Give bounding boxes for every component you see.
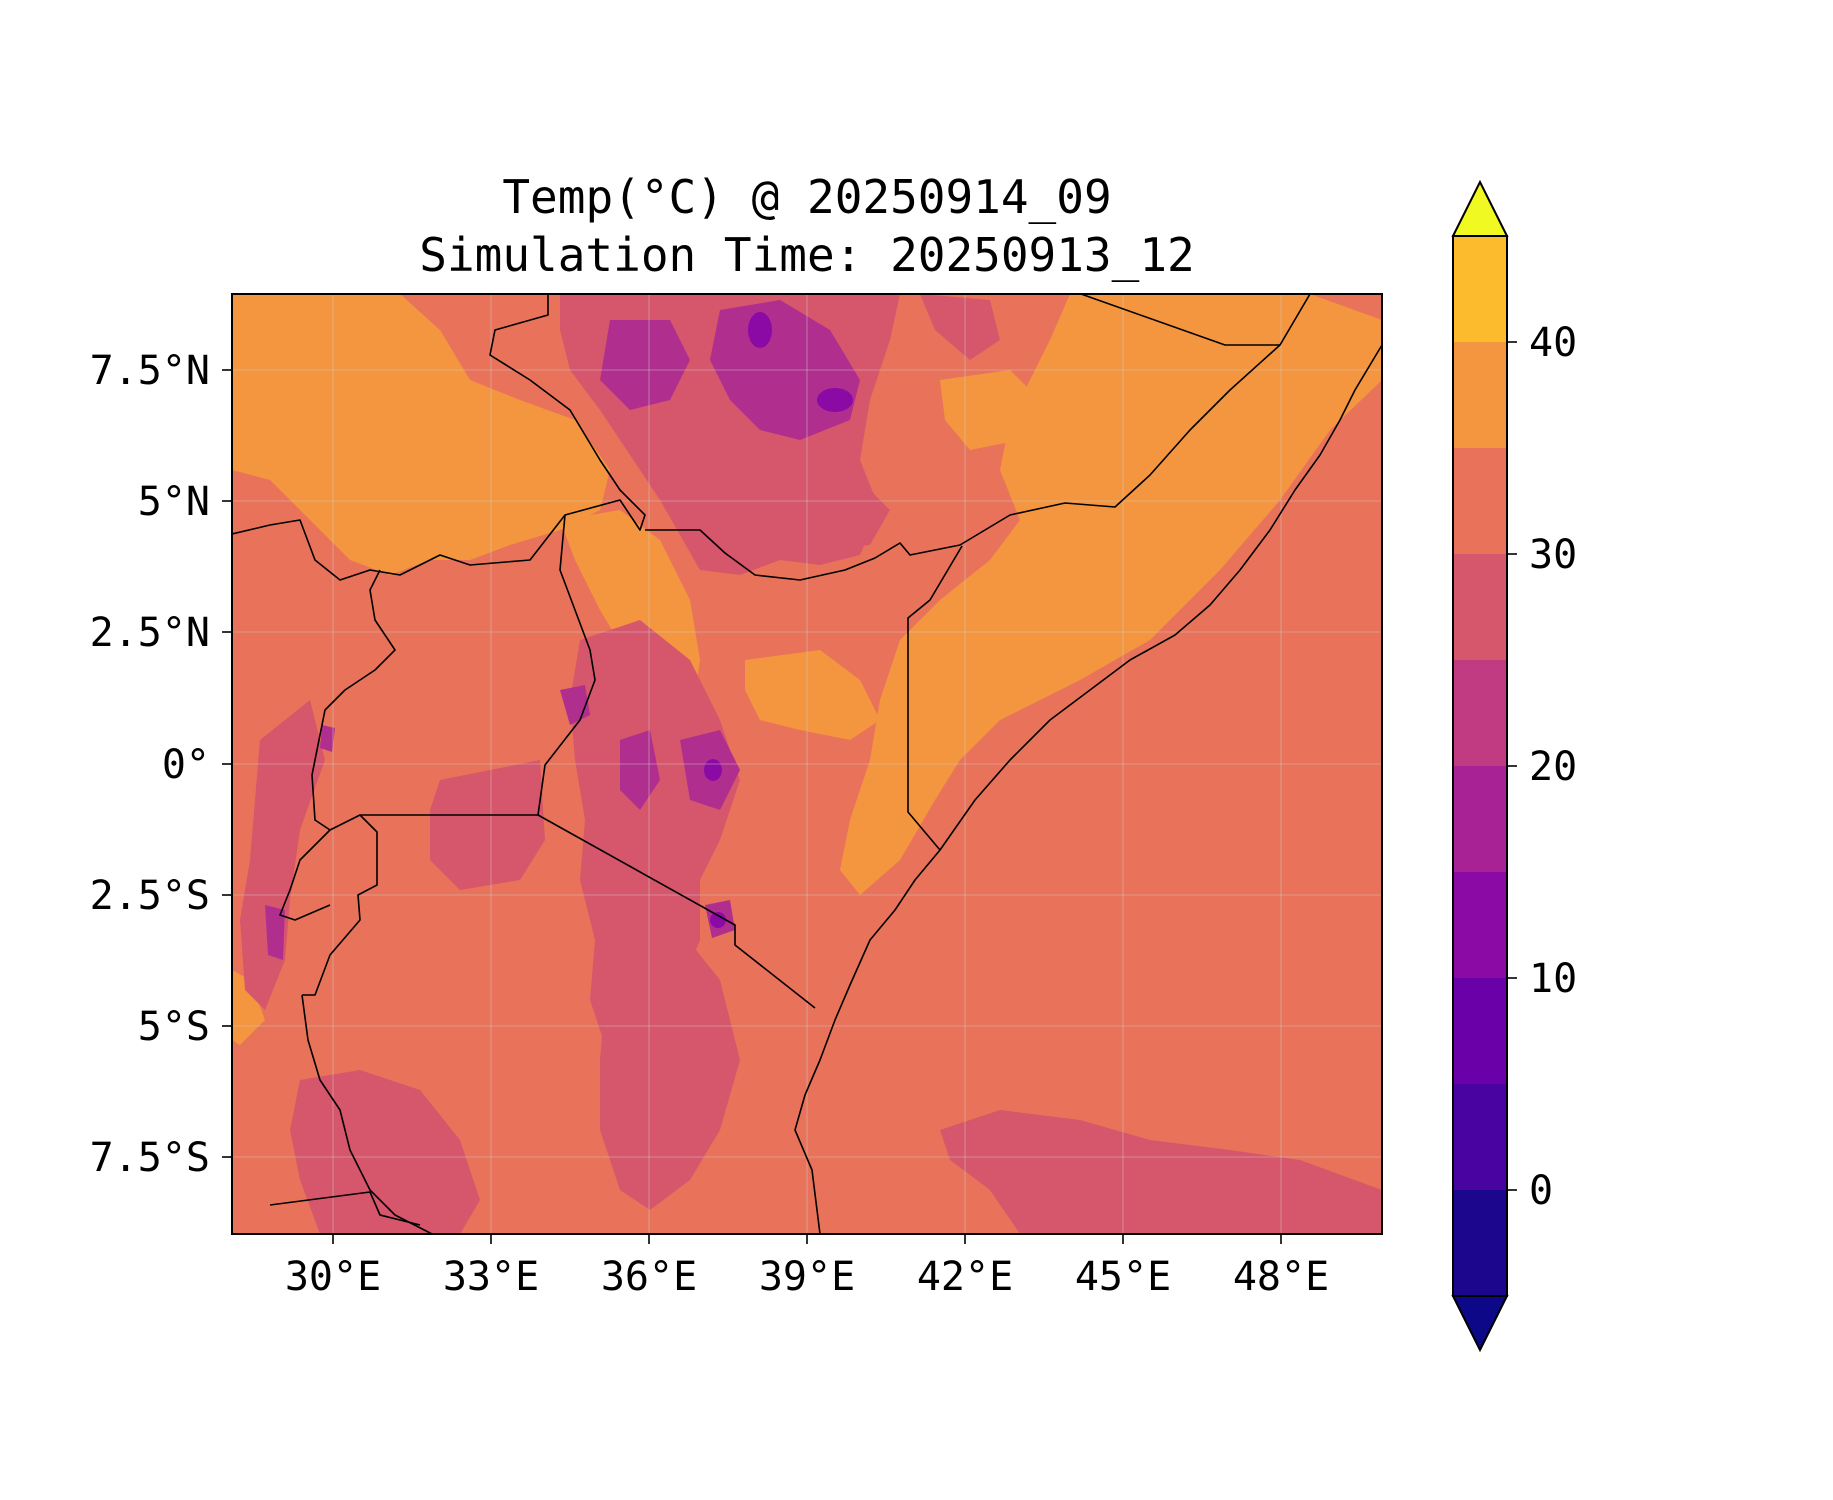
kenya-east-warm-patch — [745, 650, 880, 740]
zambia-border — [269, 1191, 421, 1226]
colorbar-tick-label: 10 — [1529, 956, 1577, 1002]
gridlines — [232, 294, 1382, 1234]
lon-tick-label: 48°E — [1233, 1254, 1329, 1300]
colorbar-extend-high — [1451, 179, 1509, 237]
tanzania-highland-strip — [600, 930, 740, 1210]
colorbar-segment — [1453, 236, 1507, 342]
mt-kenya-cold-core — [704, 759, 722, 781]
lon-tick-labels: 30°E 33°E 36°E 39°E 42°E 45°E 48°E — [285, 1254, 1329, 1300]
colorbar-tick-label: 20 — [1529, 744, 1577, 790]
sudan-warm-plain — [232, 294, 610, 575]
colorbar-ticks: 0 10 20 30 40 — [1507, 320, 1577, 1214]
lon-tick-label: 33°E — [443, 1254, 539, 1300]
lat-tick-label: 2.5°S — [90, 873, 210, 919]
lat-tick-label: 0° — [162, 742, 210, 788]
colorbar-segment — [1453, 1084, 1507, 1190]
bale-mountains-cold — [817, 388, 853, 412]
lon-tick-label: 39°E — [759, 1254, 855, 1300]
lon-tick-label: 45°E — [1075, 1254, 1171, 1300]
lon-tick-label: 42°E — [917, 1254, 1013, 1300]
lat-tick-label: 7.5°S — [90, 1135, 210, 1181]
lon-tick-label: 36°E — [601, 1254, 697, 1300]
colorbar-segment — [1453, 342, 1507, 448]
colorbar-tick-label: 30 — [1529, 532, 1577, 578]
albertine-rift — [240, 700, 325, 1010]
temperature-field — [232, 294, 1382, 1234]
colorbar-segment — [1453, 872, 1507, 978]
colorbar-extend-low — [1451, 1295, 1509, 1353]
title-line-2: Simulation Time: 20250913_12 — [419, 228, 1195, 282]
lat-tick-labels: 7.5°N 5°N 2.5°N 0° 2.5°S 5°S 7.5°S — [90, 348, 210, 1181]
colorbar: 0 10 20 30 40 — [1451, 179, 1577, 1353]
southwest-highlands — [290, 1070, 480, 1234]
kenya-tanzania-border — [537, 814, 816, 1009]
country-borders — [232, 294, 1382, 1234]
ethiopia-cool-patch-west — [600, 320, 690, 410]
lon-tick-label: 30°E — [285, 1254, 381, 1300]
colorbar-segment — [1453, 448, 1507, 554]
indian-ocean-cool-patch — [940, 1110, 1382, 1234]
colorbar-segments — [1453, 236, 1507, 1296]
lat-tick-label: 5°S — [138, 1004, 210, 1050]
colorbar-tick-label: 0 — [1529, 1168, 1553, 1214]
rwenzori-cool — [320, 725, 335, 752]
colorbar-segment — [1453, 1190, 1507, 1296]
highland-regions — [240, 294, 1382, 1234]
chart-title: Temp(°C) @ 20250914_09 Simulation Time: … — [232, 168, 1382, 284]
rwanda-west — [279, 829, 331, 921]
coastline — [794, 344, 1382, 1234]
colorbar-segment — [1453, 766, 1507, 872]
somalia-warm-belt — [840, 294, 1382, 895]
colorbar-tick-label: 40 — [1529, 320, 1577, 366]
ethiopia-south-highlands — [790, 470, 890, 550]
somalia-ethiopia-border — [645, 294, 1311, 581]
kenya-somalia-border — [907, 545, 963, 851]
lat-tick-label: 2.5°N — [90, 610, 210, 656]
lake-tanganyika-border — [301, 994, 433, 1234]
rwanda-burundi-border — [302, 814, 378, 996]
lat-tick-label: 7.5°N — [90, 348, 210, 394]
kivu-cool — [265, 905, 285, 960]
colorbar-segment — [1453, 978, 1507, 1084]
colorbar-segment — [1453, 554, 1507, 660]
ethiopia-djibouti-border — [1080, 294, 1280, 346]
lat-ticks — [222, 369, 232, 1158]
lat-tick-label: 5°N — [138, 479, 210, 525]
kilimanjaro-cold-core — [710, 912, 726, 928]
lon-ticks — [332, 1234, 1282, 1244]
title-line-1: Temp(°C) @ 20250914_09 — [502, 170, 1112, 224]
colorbar-segment — [1453, 660, 1507, 766]
simien-cold — [748, 312, 772, 348]
lake-victoria-basin — [430, 760, 545, 890]
west-ethiopia-highlands — [920, 294, 1000, 360]
south-sudan-border — [232, 294, 646, 581]
aberdare-cool — [620, 730, 660, 810]
cold-peaks — [704, 312, 853, 928]
